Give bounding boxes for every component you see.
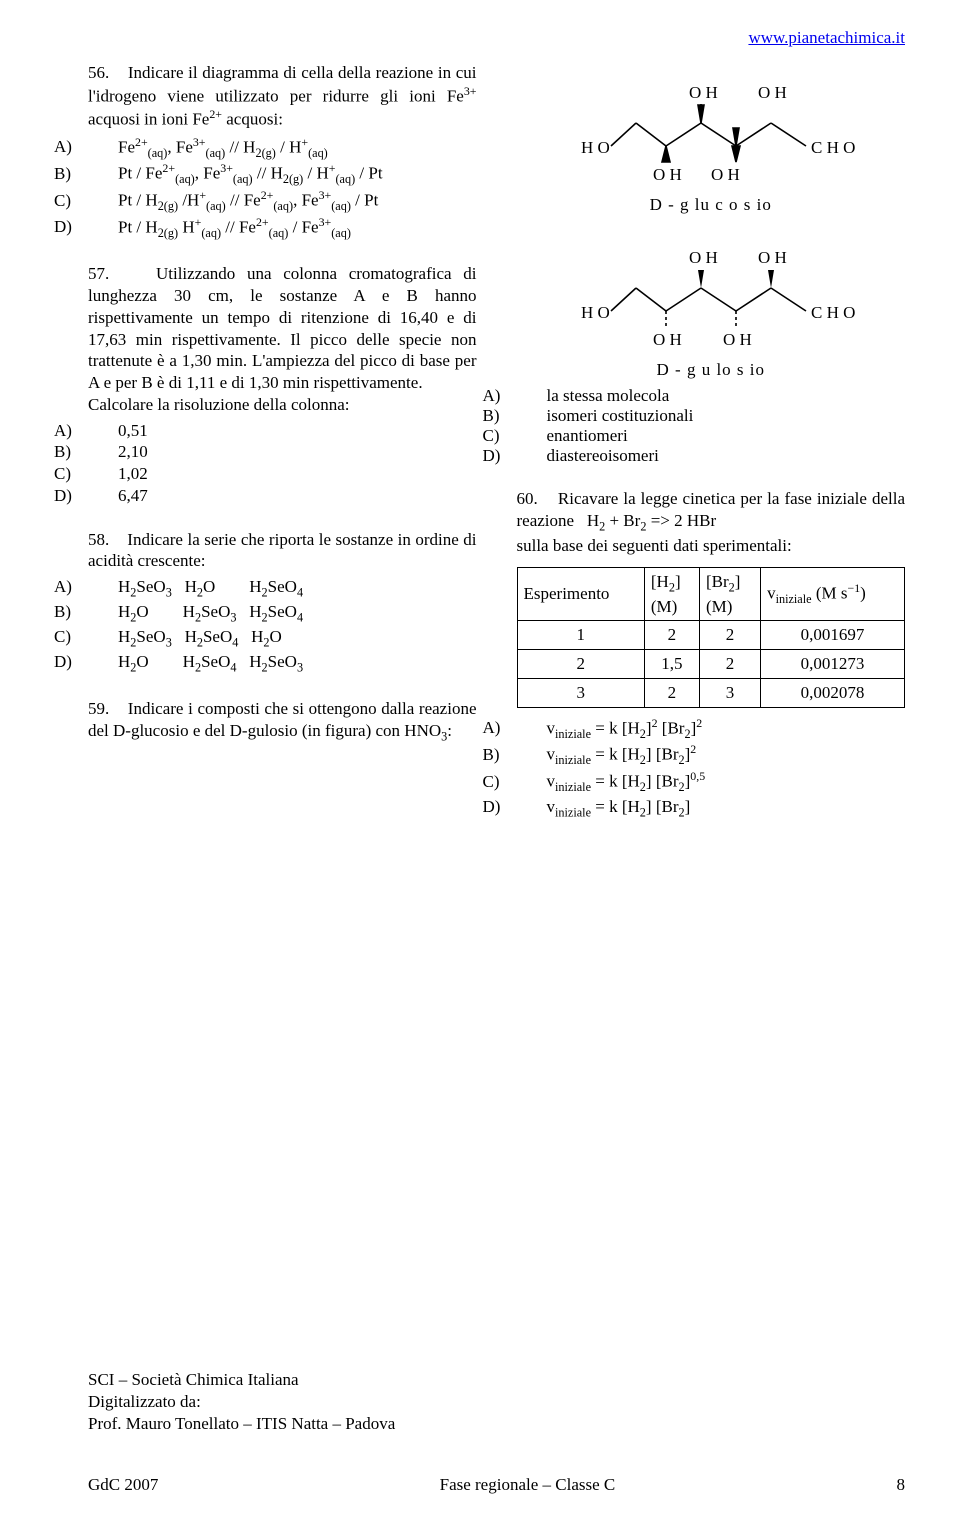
question-57: 57. Utilizzando una colonna cromatografi… bbox=[88, 263, 477, 506]
credits-block: SCI – Società Chimica Italiana Digitaliz… bbox=[88, 1369, 905, 1435]
q57-option-d: D)6,47 bbox=[88, 485, 477, 507]
credits-line3: Prof. Mauro Tonellato – ITIS Natta – Pad… bbox=[88, 1413, 905, 1435]
q59-text: Indicare i composti che si ottengono dal… bbox=[88, 699, 477, 740]
q58-text: Indicare la serie che riporta le sostanz… bbox=[88, 530, 477, 571]
question-60: 60. Ricavare la legge cinetica per la fa… bbox=[517, 488, 906, 821]
q59-number: 59. bbox=[88, 699, 109, 718]
diagram-gulosio: H O O H O H O H O H C H O D - g u lo s i… bbox=[517, 233, 906, 380]
q59-option-d: D)diastereoisomeri bbox=[517, 446, 906, 466]
q59-option-a: A)la stessa molecola bbox=[517, 386, 906, 406]
q58-option-b: B)H2O H2SeO3 H2SeO4 bbox=[88, 601, 477, 626]
svg-text:O H: O H bbox=[711, 165, 740, 184]
q56-option-d: D)Pt / H2(g) H+(aq) // Fe2+(aq) / Fe3+(a… bbox=[88, 215, 477, 242]
question-56: 56. Indicare il diagramma di cella della… bbox=[88, 62, 477, 241]
svg-text:O H: O H bbox=[758, 248, 787, 267]
svg-text:C H O: C H O bbox=[811, 138, 855, 157]
q57-text: Utilizzando una colonna cromatografica d… bbox=[88, 264, 477, 392]
glucose-structure-icon: H O O H O H O H O H O H C H O bbox=[561, 68, 861, 193]
credits-line2: Digitalizzato da: bbox=[88, 1391, 905, 1413]
q56-option-c: C)Pt / H2(g) /H+(aq) // Fe2+(aq), Fe3+(a… bbox=[88, 188, 477, 215]
q60-option-d: D)viniziale = k [H2] [Br2] bbox=[517, 796, 906, 821]
q58-number: 58. bbox=[88, 530, 109, 549]
q59-text-end: : bbox=[447, 721, 452, 740]
q57-option-c: C)1,02 bbox=[88, 463, 477, 485]
question-58: 58. Indicare la serie che riporta le sos… bbox=[88, 529, 477, 677]
gulose-structure-icon: H O O H O H O H O H C H O bbox=[561, 233, 861, 358]
q60-option-b: B)viniziale = k [H2] [Br2]2 bbox=[517, 742, 906, 769]
experiment-table: Esperimento [H2](M) [Br2](M) viniziale (… bbox=[517, 567, 906, 708]
q56-text-lead: Indicare il diagramma di cella della rea… bbox=[88, 63, 477, 105]
q60-option-a: A)viniziale = k [H2]2 [Br2]2 bbox=[517, 716, 906, 743]
table-row: 3230,002078 bbox=[517, 678, 905, 707]
q58-option-a: A)H2SeO3 H2O H2SeO4 bbox=[88, 576, 477, 601]
svg-text:O H: O H bbox=[689, 248, 718, 267]
q58-option-d: D)H2O H2SeO4 H2SeO3 bbox=[88, 651, 477, 676]
q57-option-b: B)2,10 bbox=[88, 441, 477, 463]
q59-option-c: C)enantiomeri bbox=[517, 426, 906, 446]
q57-calc: Calcolare la risoluzione della colonna: bbox=[88, 394, 477, 416]
header-url[interactable]: www.pianetachimica.it bbox=[88, 28, 905, 48]
footer-center: Fase regionale – Classe C bbox=[440, 1475, 616, 1495]
svg-text:O H: O H bbox=[653, 165, 682, 184]
q56-option-a: A)Fe2+(aq), Fe3+(aq) // H2(g) / H+(aq) bbox=[88, 135, 477, 162]
q58-option-c: C)H2SeO3 H2SeO4 H2O bbox=[88, 626, 477, 651]
svg-text:O H: O H bbox=[689, 83, 718, 102]
q60-option-c: C)viniziale = k [H2] [Br2]0,5 bbox=[517, 769, 906, 796]
svg-text:H O: H O bbox=[581, 138, 610, 157]
table-header-v: viniziale (M s−1) bbox=[761, 567, 905, 621]
q60-number: 60. bbox=[517, 489, 538, 508]
credits-line1: SCI – Società Chimica Italiana bbox=[88, 1369, 905, 1391]
table-header-br2: [Br2](M) bbox=[699, 567, 760, 621]
footer-right: 8 bbox=[896, 1475, 905, 1495]
q56-number: 56. bbox=[88, 63, 109, 82]
q56-text-mid2: acquosi: bbox=[222, 110, 283, 129]
diagram-glucosio: H O O H O H O H O H O H C H O D - g lu c… bbox=[517, 68, 906, 215]
q57-option-a: A)0,51 bbox=[88, 420, 477, 442]
q56-text-mid1: acquosi in ioni Fe bbox=[88, 110, 209, 129]
diagram-gulosio-caption: D - g u lo s io bbox=[517, 360, 906, 380]
footer-left: GdC 2007 bbox=[88, 1475, 158, 1495]
svg-text:O H: O H bbox=[758, 83, 787, 102]
svg-text:O H: O H bbox=[653, 330, 682, 349]
svg-text:O H: O H bbox=[723, 330, 752, 349]
q57-number: 57. bbox=[88, 264, 109, 283]
table-row: 1220,001697 bbox=[517, 621, 905, 650]
question-59: 59. Indicare i composti che si ottengono… bbox=[88, 698, 477, 745]
table-header-exp: Esperimento bbox=[517, 567, 644, 621]
diagram-glucosio-caption: D - g lu c o s io bbox=[517, 195, 906, 215]
left-column: 56. Indicare il diagramma di cella della… bbox=[88, 62, 477, 843]
svg-text:C H O: C H O bbox=[811, 303, 855, 322]
table-header-h2: [H2](M) bbox=[644, 567, 699, 621]
q59-option-b: B)isomeri costituzionali bbox=[517, 406, 906, 426]
q60-text-mid2: => 2 HBr bbox=[646, 511, 716, 530]
q60-text-mid: + Br bbox=[605, 511, 640, 530]
q60-text-line2: sulla base dei seguenti dati sperimental… bbox=[517, 535, 906, 557]
q56-option-b: B)Pt / Fe2+(aq), Fe3+(aq) // H2(g) / H+(… bbox=[88, 161, 477, 188]
table-row: 21,520,001273 bbox=[517, 650, 905, 679]
page-footer: SCI – Società Chimica Italiana Digitaliz… bbox=[88, 1369, 905, 1495]
svg-text:H O: H O bbox=[581, 303, 610, 322]
right-column: H O O H O H O H O H O H C H O D - g lu c… bbox=[517, 62, 906, 843]
